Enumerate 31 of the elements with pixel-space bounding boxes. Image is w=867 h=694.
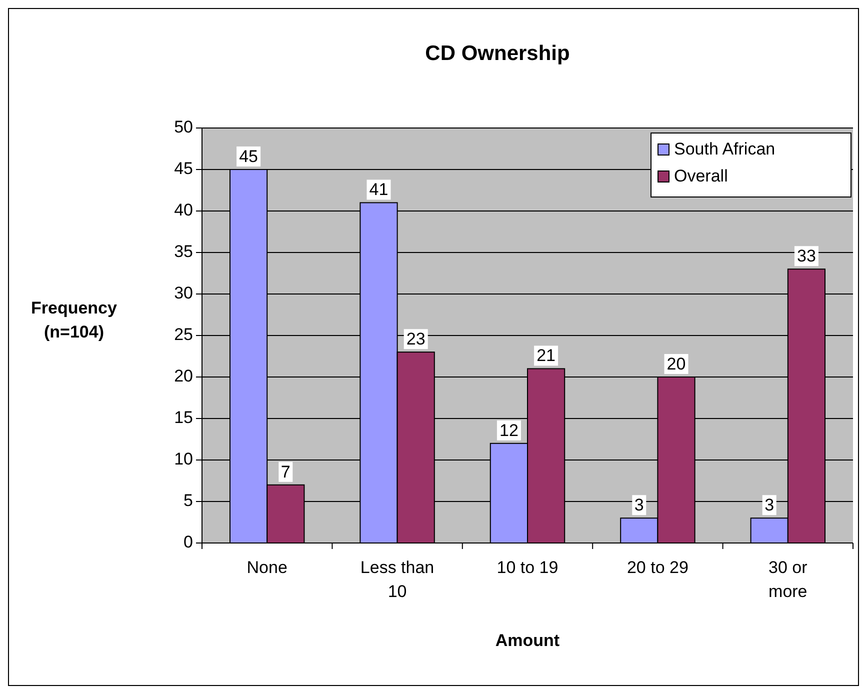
y-tick-label: 15	[174, 408, 193, 427]
y-tick-label: 20	[174, 366, 193, 386]
data-label: 45	[239, 146, 258, 166]
data-label: 12	[499, 420, 518, 440]
chart-title: CD Ownership	[425, 42, 570, 65]
legend-label: South African	[674, 139, 776, 158]
data-label: 23	[406, 330, 426, 349]
y-tick-label: 50	[174, 117, 193, 136]
y-tick-label: 30	[174, 283, 193, 302]
y-axis-title: Frequency (n=104)	[31, 298, 118, 342]
x-tick-label: None	[246, 558, 288, 577]
data-label: 7	[280, 462, 290, 482]
data-label: 3	[764, 496, 774, 515]
x-tick-label: 20 to 29	[626, 558, 688, 577]
data-label: 33	[796, 246, 816, 266]
x-tick-label: 30 or more	[768, 558, 808, 601]
x-tick-label: Less than 10	[360, 558, 434, 601]
y-tick-label: 35	[174, 242, 193, 261]
y-tick-label: 45	[174, 158, 193, 178]
data-label: 20	[666, 354, 686, 374]
data-label: 41	[369, 180, 388, 200]
x-tick-label: 10 to 19	[496, 558, 558, 577]
y-tick-label: 25	[174, 324, 193, 344]
y-tick-label: 10	[174, 449, 193, 468]
x-axis-title: Amount	[495, 631, 560, 650]
y-tick-label: 40	[174, 200, 193, 220]
data-label: 3	[634, 496, 644, 515]
y-tick-label: 0	[184, 532, 193, 552]
legend-label: Overall	[674, 166, 728, 186]
y-tick-label: 5	[184, 490, 193, 510]
data-label: 21	[536, 346, 556, 366]
